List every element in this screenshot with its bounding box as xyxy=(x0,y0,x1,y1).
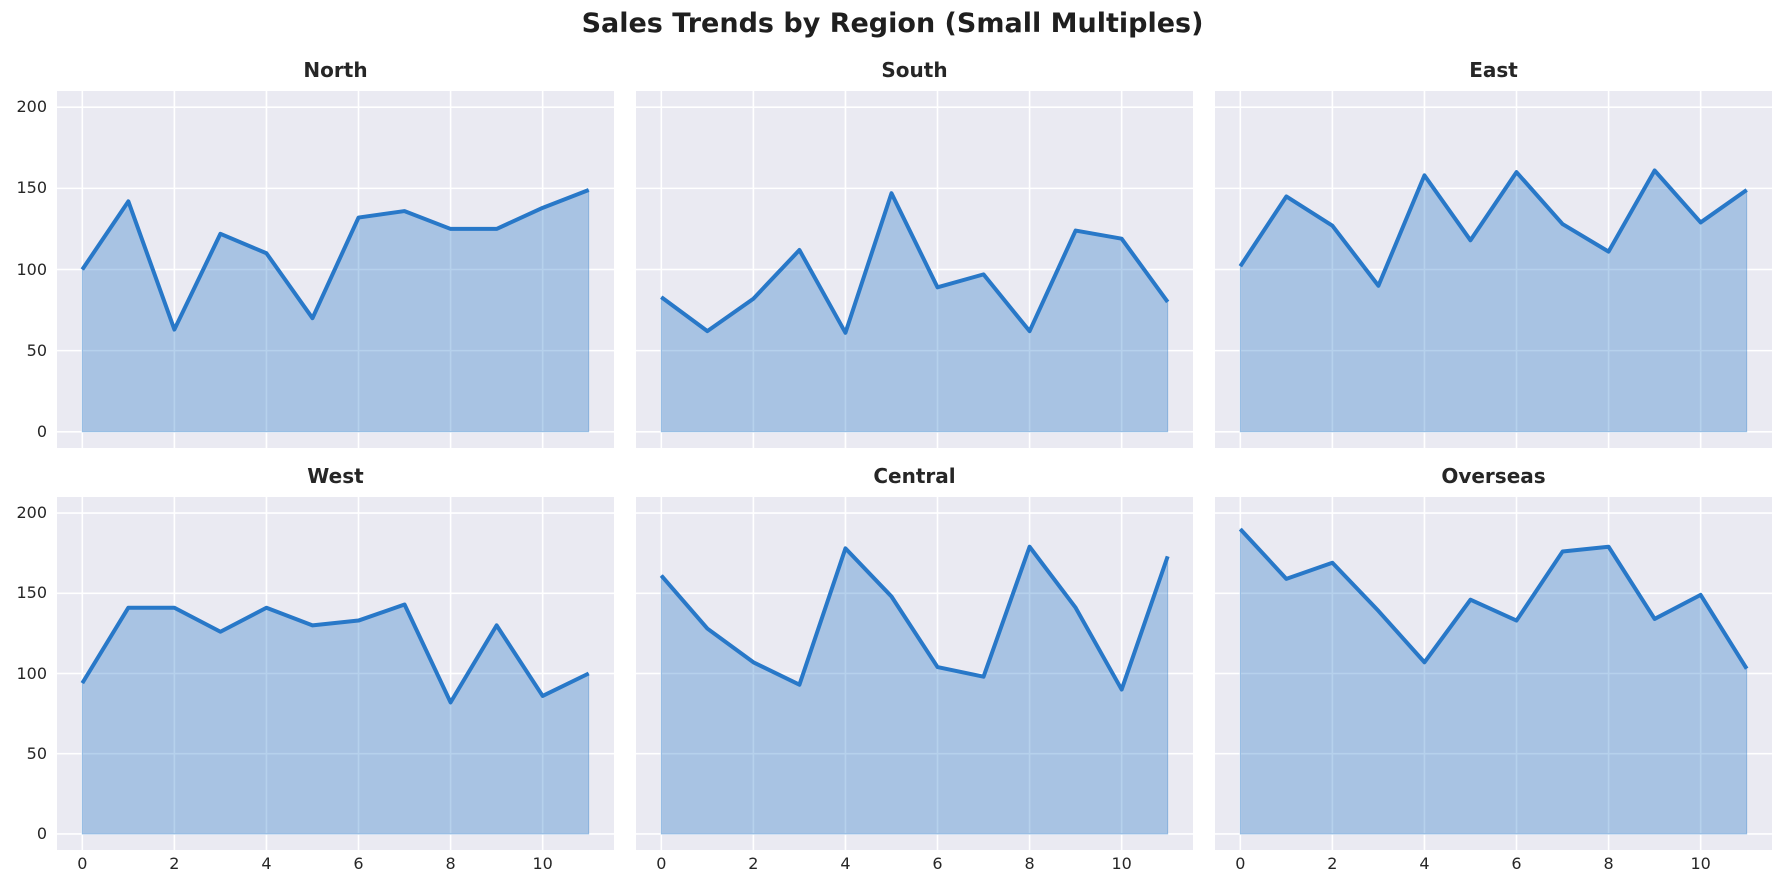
x-tick-label: 10 xyxy=(532,854,553,873)
trend-line-north xyxy=(80,188,590,332)
x-tick-label: 4 xyxy=(840,854,851,873)
x-tick-label: 0 xyxy=(77,854,88,873)
trend-line-south xyxy=(660,191,1170,335)
area-chart-central xyxy=(636,497,1193,850)
x-tick-label: 8 xyxy=(1603,854,1614,873)
x-tick-label: 0 xyxy=(1235,854,1246,873)
subplot-title-east: East xyxy=(1469,58,1518,82)
x-tick-label: 8 xyxy=(445,854,456,873)
y-tick-label: 50 xyxy=(26,340,47,360)
y-tick-label: 200 xyxy=(16,97,47,117)
y-tick-label: 100 xyxy=(16,663,47,683)
trend-line-overseas xyxy=(1238,527,1749,670)
y-tick-label: 150 xyxy=(16,583,47,603)
y-tick-label: 50 xyxy=(26,743,47,763)
y-tick-label: 150 xyxy=(16,178,47,198)
area-chart-west xyxy=(57,497,614,850)
x-tick-label: 4 xyxy=(1419,854,1430,873)
area-chart-east xyxy=(1215,91,1772,448)
x-tick-label: 4 xyxy=(261,854,272,873)
x-tick-label: 2 xyxy=(748,854,759,873)
area-chart-overseas xyxy=(1215,497,1772,850)
x-tick-label: 10 xyxy=(1111,854,1132,873)
area-chart-north xyxy=(57,91,614,448)
x-tick-label: 6 xyxy=(1511,854,1522,873)
y-tick-label: 0 xyxy=(36,823,47,843)
subplot-title-west: West xyxy=(307,464,364,488)
subplot-title-central: Central xyxy=(873,464,956,488)
figure-title: Sales Trends by Region (Small Multiples) xyxy=(581,8,1204,39)
y-tick-label: 0 xyxy=(36,421,47,441)
trend-line-west xyxy=(80,602,590,705)
x-tick-label: 6 xyxy=(932,854,943,873)
y-tick-label: 100 xyxy=(16,259,47,279)
area-chart-south xyxy=(636,91,1193,448)
x-tick-label: 10 xyxy=(1690,854,1711,873)
x-tick-label: 6 xyxy=(353,854,364,873)
x-tick-label: 2 xyxy=(1327,854,1338,873)
subplot-title-north: North xyxy=(303,58,368,82)
y-tick-label: 200 xyxy=(16,503,47,523)
subplot-title-south: South xyxy=(881,58,948,82)
x-tick-label: 8 xyxy=(1024,854,1035,873)
x-tick-label: 0 xyxy=(656,854,667,873)
x-tick-label: 2 xyxy=(169,854,180,873)
trend-line-central xyxy=(659,544,1170,692)
subplot-title-overseas: Overseas xyxy=(1441,464,1546,488)
trend-line-east xyxy=(1238,168,1748,288)
